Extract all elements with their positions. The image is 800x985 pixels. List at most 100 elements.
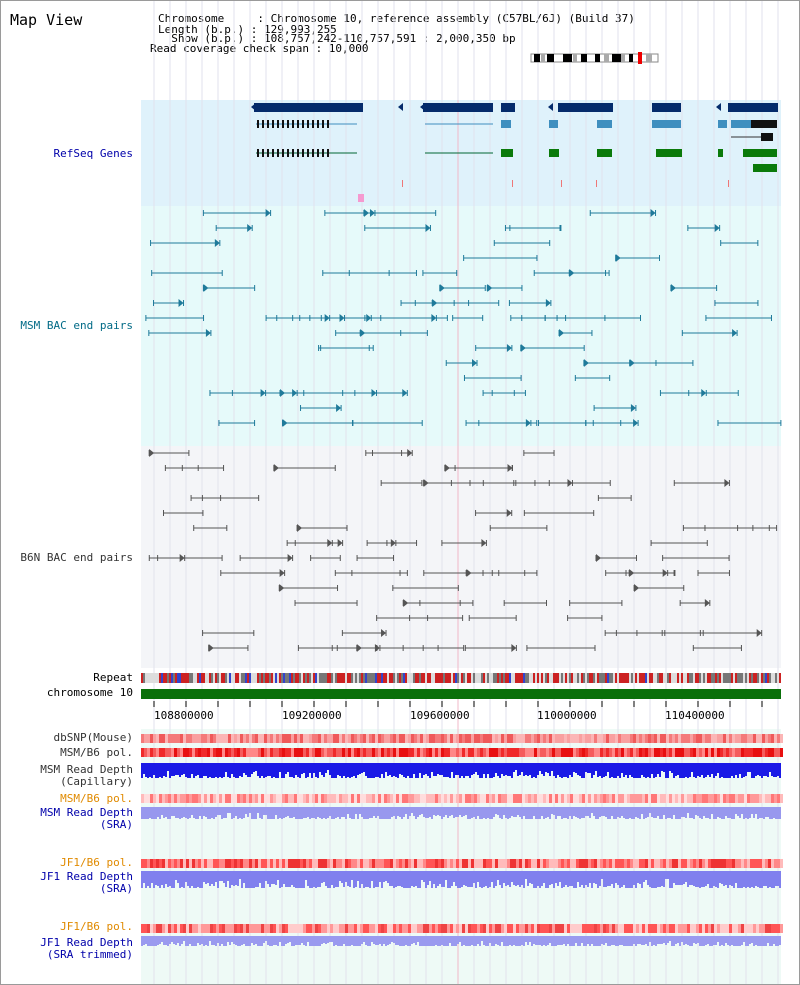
repeat-bar	[365, 673, 367, 683]
track-label-jf1-pol[interactable]: JF1/B6 pol.	[60, 856, 133, 869]
repeat-bar	[585, 673, 587, 683]
depth-bar	[709, 871, 711, 888]
depth-bar	[555, 871, 557, 883]
depth-bar	[525, 936, 527, 942]
heat-cell	[699, 748, 702, 757]
track-label-dbsnp[interactable]: dbSNP(Mouse)	[53, 731, 133, 744]
depth-bar	[723, 807, 725, 819]
depth-bar	[515, 807, 517, 817]
repeat-bar	[267, 673, 269, 683]
depth-bar	[563, 807, 565, 818]
track-label-jf1-depth[interactable]: JF1 Read Depth	[40, 870, 133, 883]
heat-cell	[567, 924, 570, 933]
depth-bar	[323, 763, 325, 777]
chromosome-info: Chromosome : Chromosome 10, reference as…	[158, 12, 635, 25]
heat-cell	[516, 794, 519, 803]
bac-end-arrow	[633, 419, 639, 427]
heat-cell	[588, 859, 591, 868]
heat-cell	[663, 734, 666, 743]
heat-cell	[603, 924, 606, 933]
repeat-bar	[239, 673, 241, 683]
depth-bar	[237, 871, 239, 886]
depth-bar	[733, 936, 735, 946]
heat-cell	[273, 734, 276, 743]
heat-cell	[582, 924, 585, 933]
track-label-chromosome[interactable]: chromosome 10	[46, 686, 133, 699]
heat-cell	[564, 734, 567, 743]
repeat-bar	[605, 673, 607, 683]
repeat-bar	[575, 673, 577, 683]
heat-cell	[636, 859, 639, 868]
heat-cell	[345, 859, 348, 868]
depth-bar	[587, 871, 589, 887]
depth-bar	[317, 936, 319, 946]
depth-bar	[251, 936, 253, 943]
depth-bar	[295, 936, 297, 945]
track-label-msm-depth-sra[interactable]: MSM Read Depth	[40, 806, 133, 819]
heat-cell	[399, 859, 402, 868]
depth-bar	[669, 763, 671, 771]
heat-cell	[513, 794, 516, 803]
heat-cell	[576, 748, 579, 757]
track-label-repeat[interactable]: Repeat	[93, 671, 133, 684]
track-label-refseq[interactable]: RefSeq Genes	[53, 147, 133, 160]
depth-bar	[609, 763, 611, 778]
track-label-jf1-depth-trimmed[interactable]: JF1 Read Depth	[40, 936, 133, 949]
depth-bar	[527, 871, 529, 886]
depth-bar	[177, 807, 179, 818]
depth-bar	[481, 936, 483, 941]
depth-bar	[305, 763, 307, 778]
depth-bar	[749, 871, 751, 888]
repeat-bar	[727, 673, 729, 683]
heat-cell	[426, 794, 429, 803]
depth-bar	[393, 871, 395, 888]
depth-bar	[437, 871, 439, 886]
heat-cell	[645, 859, 648, 868]
heat-cell	[747, 734, 750, 743]
track-label-msm-b6-pol-sra[interactable]: MSM/B6 pol.	[60, 792, 133, 805]
depth-bar	[447, 936, 449, 946]
heat-cell	[468, 924, 471, 933]
depth-bar	[419, 763, 421, 773]
depth-bar	[213, 871, 215, 886]
depth-bar	[577, 871, 579, 882]
depth-bar	[675, 807, 677, 819]
heat-cell	[378, 859, 381, 868]
heat-cell	[339, 859, 342, 868]
track-label-msm-depth-capillary[interactable]: MSM Read Depth	[40, 763, 133, 776]
track-label-b6n-bac[interactable]: B6N BAC end pairs	[20, 551, 133, 564]
depth-bar	[723, 871, 725, 886]
depth-bar	[663, 763, 665, 772]
heat-cell	[516, 859, 519, 868]
depth-bar	[745, 763, 747, 776]
heat-cell	[249, 924, 252, 933]
depth-bar	[747, 807, 749, 819]
depth-bar	[255, 807, 257, 819]
depth-bar	[669, 807, 671, 818]
depth-bar	[317, 807, 319, 817]
heat-cell	[507, 794, 510, 803]
heat-cell	[765, 734, 768, 743]
heat-cell	[714, 734, 717, 743]
heat-cell	[690, 734, 693, 743]
depth-bar	[201, 763, 203, 778]
depth-bar	[449, 936, 451, 943]
depth-bar	[567, 936, 569, 944]
repeat-bar	[283, 673, 285, 683]
depth-bar	[579, 871, 581, 887]
bac-end-arrow	[203, 284, 209, 292]
heat-cell	[561, 859, 564, 868]
heat-cell	[534, 794, 537, 803]
depth-bar	[245, 763, 247, 775]
track-label-msm-bac[interactable]: MSM BAC end pairs	[20, 319, 133, 332]
track-label-msm-b6-pol[interactable]: MSM/B6 pol.	[60, 746, 133, 759]
heat-cell	[564, 748, 567, 757]
heat-cell	[189, 748, 192, 757]
depth-bar	[455, 871, 457, 886]
depth-bar	[273, 763, 275, 777]
track-label-jf1-pol-trimmed[interactable]: JF1/B6 pol.	[60, 920, 133, 933]
heat-cell	[396, 859, 399, 868]
depth-bar	[203, 807, 205, 816]
heat-cell	[684, 859, 687, 868]
